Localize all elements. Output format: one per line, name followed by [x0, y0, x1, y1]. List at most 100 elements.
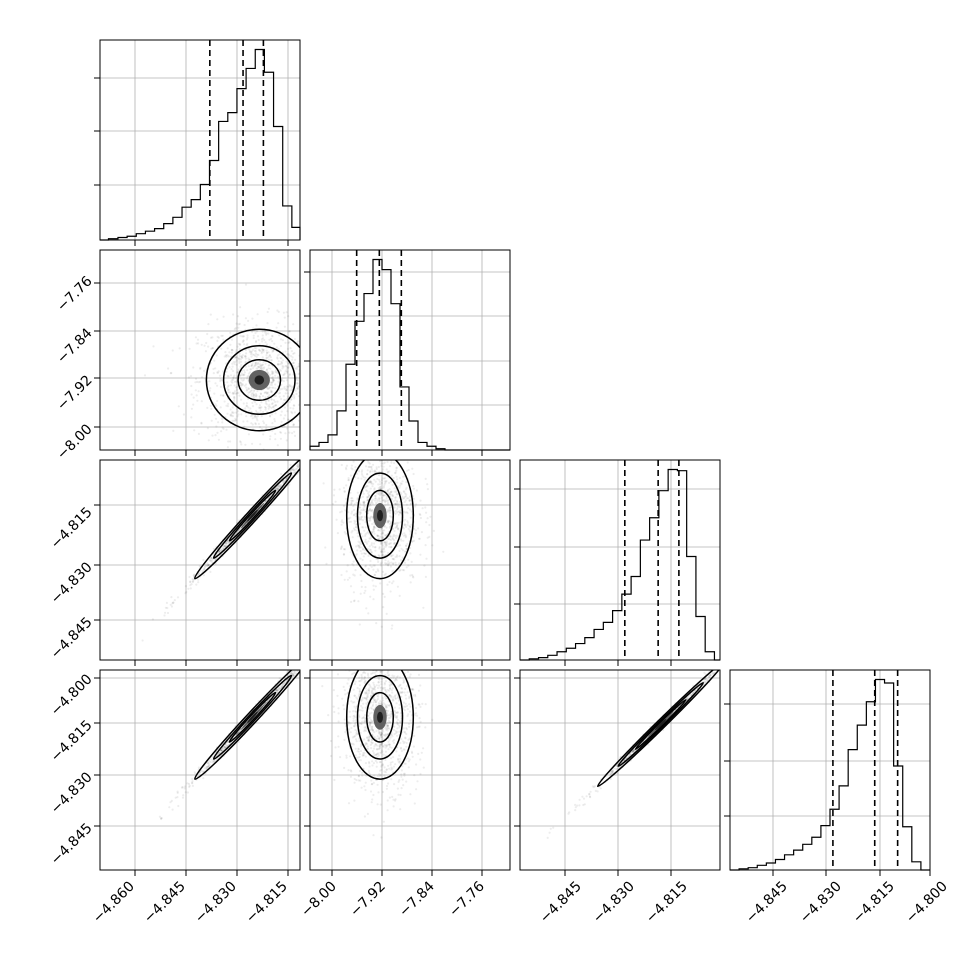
sample-point — [250, 350, 253, 354]
sample-point — [251, 317, 254, 320]
sample-point — [394, 697, 397, 700]
sample-point — [388, 738, 391, 741]
sample-point — [250, 422, 253, 425]
sample-point — [285, 379, 289, 382]
sample-point — [391, 740, 394, 743]
sample-point — [415, 712, 418, 715]
sample-point — [412, 487, 415, 490]
sample-point — [389, 721, 392, 724]
sample-point — [382, 499, 385, 502]
sample-point — [391, 760, 394, 764]
sample-point — [313, 392, 315, 394]
sample-point — [349, 715, 352, 718]
sample-point — [213, 759, 216, 762]
sample-point — [281, 339, 284, 342]
sample-point — [378, 684, 381, 687]
sample-point — [354, 512, 357, 515]
sample-point — [267, 387, 270, 390]
sample-point — [221, 394, 225, 397]
sample-point — [267, 405, 270, 408]
sample-point — [260, 364, 263, 367]
sample-point — [399, 808, 402, 811]
sample-point — [370, 501, 374, 504]
sample-point — [248, 358, 251, 361]
sample-point — [254, 350, 257, 353]
sample-point — [366, 745, 369, 748]
contour-level — [193, 460, 300, 580]
sample-point — [364, 664, 366, 666]
sample-point — [380, 550, 383, 553]
sample-point — [255, 330, 259, 333]
sample-point — [266, 387, 269, 390]
sample-point — [307, 379, 309, 381]
sample-point — [388, 704, 391, 707]
sample-point — [381, 733, 384, 736]
sample-point — [376, 735, 379, 738]
sample-point — [233, 374, 236, 377]
sample-point — [203, 767, 206, 770]
sample-point — [387, 499, 390, 502]
sample-point — [383, 483, 386, 486]
sample-point — [388, 767, 391, 770]
sample-point — [376, 686, 380, 690]
sample-point — [226, 374, 229, 378]
sample-point — [202, 777, 205, 780]
sample-point — [373, 532, 376, 535]
sample-point — [321, 639, 323, 641]
sample-point — [257, 348, 261, 351]
sample-point — [392, 562, 395, 565]
sample-point — [409, 516, 412, 519]
sample-point — [396, 527, 400, 530]
sample-point — [353, 714, 356, 717]
sample-point — [290, 469, 293, 472]
sample-point — [375, 684, 378, 687]
sample-point — [398, 505, 401, 509]
sample-point — [372, 419, 374, 421]
sample-point — [400, 773, 403, 776]
sample-point — [578, 804, 581, 807]
sample-point — [210, 347, 213, 350]
sample-point — [385, 706, 389, 709]
sample-point — [379, 733, 383, 737]
sample-point — [292, 424, 295, 427]
sample-point — [316, 644, 318, 646]
sample-point — [396, 787, 399, 790]
sample-point — [381, 544, 385, 547]
sample-point — [395, 475, 398, 478]
sample-point — [390, 778, 393, 781]
sample-point — [369, 564, 372, 567]
sample-point — [239, 334, 242, 338]
sample-point — [262, 360, 265, 363]
sample-point — [210, 407, 213, 410]
sample-point — [356, 756, 359, 759]
sample-point — [384, 541, 387, 544]
sample-point — [337, 745, 340, 748]
sample-point — [353, 600, 356, 603]
sample-point — [260, 415, 263, 418]
sample-point — [222, 315, 225, 318]
sample-point — [274, 370, 277, 373]
sample-point — [399, 683, 402, 686]
sample-point — [255, 411, 258, 414]
sample-point — [388, 543, 391, 546]
sample-point — [286, 362, 290, 365]
sample-point — [387, 655, 389, 657]
sample-point — [259, 392, 263, 395]
sample-point — [265, 391, 268, 394]
sample-point — [368, 545, 371, 548]
sample-point — [197, 390, 200, 393]
sample-point — [367, 683, 370, 686]
sample-point — [384, 695, 387, 698]
sample-point — [247, 391, 250, 394]
sample-point — [419, 705, 422, 709]
sample-point — [396, 544, 399, 548]
sample-point — [249, 368, 252, 371]
sample-point — [279, 431, 283, 434]
sample-point — [363, 504, 366, 507]
sample-point — [380, 689, 383, 692]
sample-point — [253, 415, 257, 418]
sample-point — [296, 387, 299, 390]
sample-point — [266, 357, 269, 360]
sample-point — [375, 737, 378, 740]
sample-point — [396, 524, 399, 527]
